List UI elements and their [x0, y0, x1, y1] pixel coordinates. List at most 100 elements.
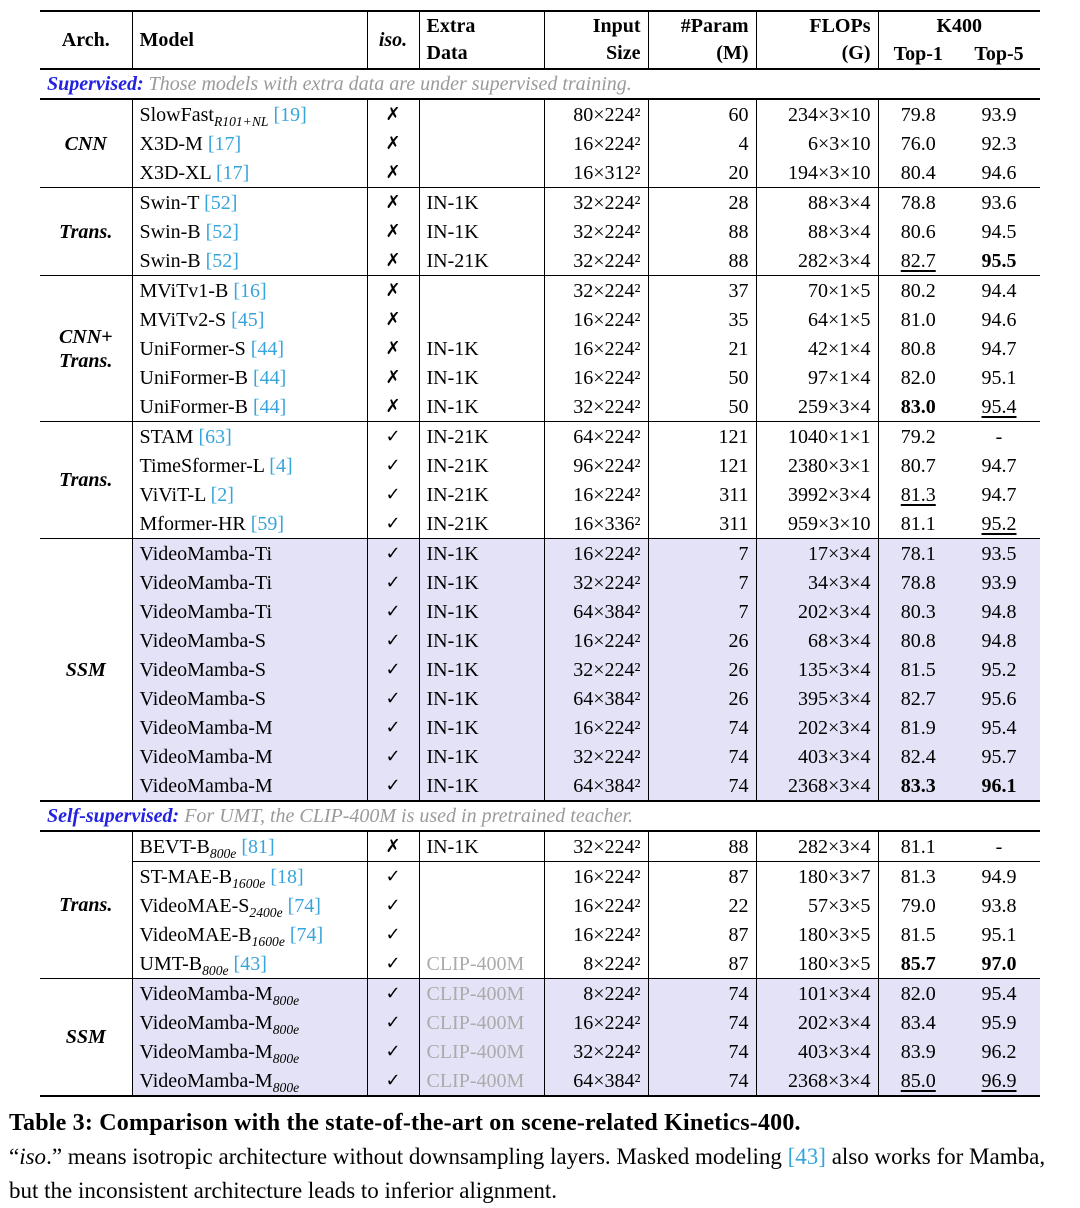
check-mark-icon: ✓ — [385, 455, 401, 476]
model-subscript: 1600e — [251, 933, 285, 949]
top5-cell: 95.4 — [958, 713, 1040, 742]
param-cell: 74 — [647, 1037, 756, 1066]
model-name: UMT-B — [139, 952, 203, 975]
table-row: X3D-XL [17] ✗ 16×312² 20 194×3×10 80.4 94.6 — [40, 158, 1040, 188]
param-cell: 37 — [647, 275, 756, 305]
extra-data-cell: IN-1K — [418, 568, 544, 597]
citation-link[interactable]: [52] — [205, 249, 239, 272]
top5-cell: 97.0 — [981, 952, 1017, 975]
input-size-cell: 32×224² — [543, 187, 648, 217]
model-cell: VideoMamba-Ti — [131, 568, 367, 597]
table-row: VideoMAE-S2400e [74] ✓ 16×224² 22 57×3×5 79.0… — [40, 891, 1040, 920]
top5-cell: 96.9 — [958, 1066, 1040, 1096]
top5-cell: 94.8 — [958, 597, 1040, 626]
iso-cell: ✓ — [366, 920, 419, 949]
model-cell: X3D-M [17] — [131, 129, 367, 158]
table-row: VideoMamba-M800e ✓ CLIP-400M 32×224² 74 403×3… — [40, 1037, 1040, 1066]
model-cell: VideoMamba-S — [131, 684, 367, 713]
input-size-cell: 32×224² — [543, 830, 648, 862]
model-name: TimeSformer-L — [139, 454, 265, 477]
top1-cell: 85.0 — [877, 1066, 958, 1096]
top5-cell: 94.5 — [981, 220, 1017, 243]
param-cell: 35 — [647, 305, 756, 334]
model-name: VideoMamba-M — [139, 982, 273, 1005]
citation-link[interactable]: [19] — [273, 103, 307, 126]
table-row: VideoMamba-M ✓ IN-1K 32×224² 74 403×3×4 82.4 95… — [40, 742, 1040, 771]
model-cell: VideoMamba-Ti — [131, 538, 367, 568]
iso-cell: ✗ — [366, 217, 419, 246]
flops-cell: 101×3×4 — [755, 978, 878, 1008]
citation-link[interactable]: [63] — [198, 425, 232, 448]
flops-cell: 42×1×4 — [755, 334, 878, 363]
extra-data-cell: IN-1K — [418, 771, 544, 801]
param-cell: 26 — [647, 655, 756, 684]
citation-link[interactable]: [18] — [270, 865, 304, 888]
arch-cell: Trans. — [40, 187, 132, 276]
input-size-cell: 16×224² — [543, 713, 648, 742]
citation-link[interactable]: [81] — [241, 835, 275, 858]
col-header-arch: Arch. — [61, 29, 110, 51]
table-row: VideoMAE-B1600e [74] ✓ 16×224² 87 180×3×5 81.… — [40, 920, 1040, 949]
citation-link[interactable]: [44] — [250, 337, 285, 360]
extra-data-cell: IN-1K — [418, 742, 544, 771]
top5-cell: 95.6 — [958, 684, 1040, 713]
model-name: UniFormer-B — [139, 366, 248, 389]
header-line: (G) — [841, 42, 871, 64]
citation-link[interactable]: [43] — [787, 1144, 826, 1169]
section-header-row: Supervised: Those models with extra data… — [40, 68, 1040, 100]
citation-link[interactable]: [52] — [204, 191, 238, 214]
flops-cell: 64×1×5 — [755, 305, 878, 334]
model-cell: X3D-XL [17] — [131, 158, 367, 188]
extra-data-cell — [418, 158, 544, 188]
iso-cell: ✓ — [366, 509, 419, 539]
table-row: VideoMamba-S ✓ IN-1K 32×224² 26 135×3×4 81.5 95… — [40, 655, 1040, 684]
top5-cell: 93.6 — [958, 187, 1040, 217]
citation-link[interactable]: [17] — [207, 132, 242, 155]
citation-link[interactable]: [17] — [215, 161, 250, 184]
model-cell: VideoMamba-S — [131, 626, 367, 655]
param-cell: 26 — [647, 684, 756, 713]
citation-link[interactable]: [16] — [233, 279, 267, 302]
param-cell: 88 — [647, 217, 756, 246]
table-row: CNN+ Trans. MViTv1-B [16] ✗ 32×224² 37 70×1×5 8… — [40, 275, 1040, 422]
param-cell: 74 — [647, 1008, 756, 1037]
citation-link[interactable]: [44] — [252, 395, 287, 418]
param-cell: 26 — [647, 626, 756, 655]
param-cell: 74 — [647, 742, 756, 771]
model-name: Swin-T — [139, 191, 200, 214]
check-mark-icon: ✓ — [385, 1012, 401, 1033]
citation-link[interactable]: [52] — [205, 220, 239, 243]
citation-link[interactable]: [4] — [269, 454, 293, 477]
top1-cell: 80.3 — [877, 597, 958, 626]
top1-cell: 76.0 — [877, 129, 958, 158]
top5-cell: 95.2 — [958, 655, 1040, 684]
citation-link[interactable]: [45] — [231, 308, 265, 331]
top1-cell: 82.4 — [877, 742, 958, 771]
citation-link[interactable]: [43] — [233, 952, 267, 975]
check-mark-icon: ✓ — [385, 513, 401, 534]
param-cell: 121 — [647, 451, 756, 480]
iso-cell: ✓ — [366, 655, 419, 684]
citation-link[interactable]: [59] — [250, 512, 285, 535]
top1-cell: 80.7 — [877, 451, 958, 480]
citation-link[interactable]: [74] — [287, 894, 321, 917]
iso-cell: ✓ — [366, 861, 419, 891]
citation-link[interactable]: [74] — [289, 923, 324, 946]
input-size-cell: 32×224² — [543, 217, 648, 246]
param-cell: 50 — [647, 363, 756, 392]
param-cell: 311 — [647, 480, 756, 509]
top5-cell: 94.6 — [981, 161, 1017, 184]
flops-cell: 6×3×10 — [755, 129, 878, 158]
extra-data-cell — [418, 129, 544, 158]
model-name: VideoMamba-M — [139, 745, 273, 768]
model-subscript: 800e — [202, 962, 229, 978]
table-row: VideoMamba-S ✓ IN-1K 64×384² 26 395×3×4 82.7 95… — [40, 684, 1040, 713]
model-cell: VideoMamba-M — [131, 771, 367, 801]
col-header-model: Model — [131, 11, 367, 69]
top5-cell: 94.4 — [958, 275, 1040, 305]
model-subscript: 800e — [209, 845, 237, 861]
citation-link[interactable]: [2] — [210, 483, 234, 506]
citation-link[interactable]: [44] — [252, 366, 287, 389]
model-subscript: 800e — [272, 1079, 300, 1095]
top5-cell: 94.7 — [981, 454, 1017, 477]
